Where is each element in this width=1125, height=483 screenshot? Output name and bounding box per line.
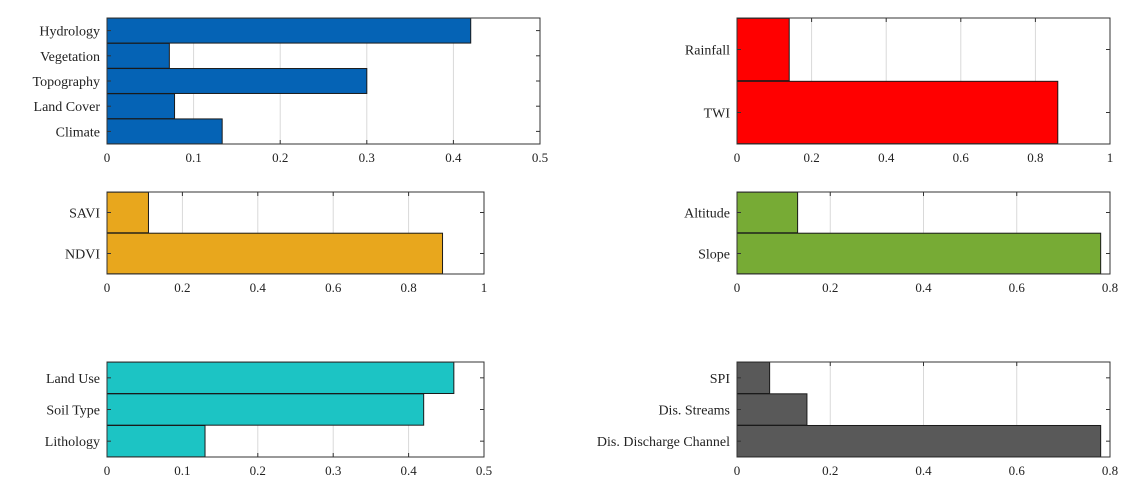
x-tick-label: 0.2: [822, 280, 838, 295]
x-tick-label: 0.4: [878, 150, 895, 165]
x-tick-label: 0.6: [1009, 463, 1026, 478]
chart-panel-3: 0 0.2 0.4 0.6 0.8 1 SAVI NDVI: [65, 191, 488, 295]
x-tick-label: 0.2: [803, 150, 819, 165]
plot-frame: [736, 191, 1111, 275]
category-label: SPI: [710, 372, 731, 387]
x-tick-label: 0.4: [400, 463, 417, 478]
bar-climate: [106, 118, 223, 145]
x-tick-label: 0.8: [1102, 280, 1118, 295]
category-label: Land Use: [46, 372, 100, 387]
bar-ndvi: [106, 232, 444, 275]
bar-soil-type: [106, 393, 425, 426]
x-tick-label: 1: [1107, 150, 1114, 165]
x-tick-label: 0.5: [532, 150, 548, 165]
x-tick-label: 0.8: [1027, 150, 1043, 165]
category-label: TWI: [704, 107, 731, 122]
x-tick-label: 0.8: [1102, 463, 1118, 478]
x-tick-label: 0.2: [174, 280, 190, 295]
category-label: Land Cover: [34, 100, 101, 115]
chart-panel-1: 0 0.1 0.2 0.3 0.4 0.5 Hydrology Vegetation Topog…: [33, 17, 548, 165]
x-tick-label: 0: [104, 280, 111, 295]
x-tick-label: 0.2: [822, 463, 838, 478]
x-tick-label: 0.1: [185, 150, 201, 165]
bar-altitude: [736, 191, 799, 234]
bar-lithology: [106, 424, 206, 458]
bar-dis-streams: [736, 393, 808, 426]
x-tick-label: 1: [481, 280, 488, 295]
category-label: Slope: [698, 248, 730, 263]
category-label: Dis. Streams: [658, 404, 730, 419]
bar-spi: [736, 361, 771, 395]
category-label: Lithology: [45, 435, 100, 450]
x-tick-label: 0: [734, 463, 741, 478]
bar-slope: [736, 232, 1102, 275]
plot-frame: [106, 191, 485, 275]
x-tick-label: 0.4: [250, 280, 267, 295]
bar-hydrology: [106, 17, 472, 44]
category-label: Altitude: [684, 207, 730, 222]
plot-frame: [736, 361, 1111, 458]
bar-land-use: [106, 361, 455, 395]
category-label: Dis. Discharge Channel: [597, 435, 730, 450]
x-tick-label: 0.4: [915, 463, 932, 478]
bar-land-cover: [106, 93, 176, 120]
category-label: Rainfall: [685, 44, 730, 59]
x-tick-label: 0.2: [250, 463, 266, 478]
x-tick-label: 0.4: [915, 280, 932, 295]
x-tick-label: 0.8: [400, 280, 416, 295]
plot-frame: [106, 361, 485, 458]
x-tick-label: 0.3: [359, 150, 375, 165]
category-label: Soil Type: [46, 404, 100, 419]
bar-topography: [106, 68, 368, 94]
x-tick-label: 0.1: [174, 463, 190, 478]
x-tick-label: 0.5: [476, 463, 492, 478]
chart-panel-4: 0 0.2 0.4 0.6 0.8 Altitude Slope: [684, 191, 1118, 295]
plot-frame: [736, 17, 1111, 145]
x-tick-label: 0.4: [445, 150, 462, 165]
bar-twi: [736, 80, 1059, 145]
x-tick-label: 0: [104, 150, 111, 165]
bar-vegetation: [106, 42, 170, 69]
x-tick-label: 0.6: [1009, 280, 1026, 295]
category-label: Hydrology: [39, 25, 100, 40]
plot-frame: [106, 17, 541, 145]
chart-panel-2: 0 0.2 0.4 0.6 0.8 1 Rainfall TWI: [685, 17, 1114, 165]
chart-panel-6: 0 0.2 0.4 0.6 0.8 SPI Dis. Streams Dis. Dischar…: [597, 361, 1118, 478]
category-label: Vegetation: [40, 50, 100, 65]
x-tick-label: 0.3: [325, 463, 341, 478]
chart-panel-5: 0 0.1 0.2 0.3 0.4 0.5 Land Use Soil Type Litholo…: [45, 361, 492, 478]
x-tick-label: 0.6: [325, 280, 342, 295]
category-label: SAVI: [69, 207, 100, 222]
bar-savi: [106, 191, 149, 234]
category-label: NDVI: [65, 248, 100, 263]
category-label: Climate: [56, 125, 100, 140]
x-tick-label: 0: [104, 463, 111, 478]
x-tick-label: 0: [734, 150, 741, 165]
category-label: Topography: [33, 75, 100, 90]
bar-rainfall: [736, 17, 790, 82]
x-tick-label: 0: [734, 280, 741, 295]
x-tick-label: 0.2: [272, 150, 288, 165]
bar-dis-discharge-channel: [736, 424, 1102, 458]
x-tick-label: 0.6: [953, 150, 970, 165]
